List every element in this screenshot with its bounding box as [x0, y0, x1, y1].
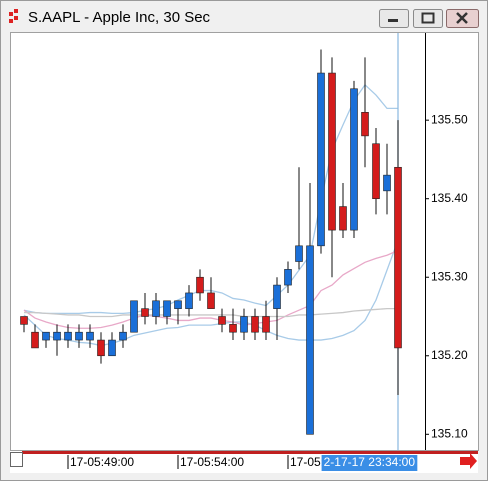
candle-body: [64, 331, 72, 341]
candle-body: [284, 269, 292, 286]
candle-body: [273, 284, 281, 309]
candle-body: [383, 174, 391, 192]
candle-body: [339, 206, 347, 231]
minimize-button[interactable]: [379, 9, 409, 28]
candle-body: [262, 316, 270, 333]
y-tick-label: 135.20: [431, 348, 468, 362]
candle-body: [152, 300, 160, 317]
candle-body: [20, 316, 28, 325]
maximize-button[interactable]: [413, 9, 443, 28]
scroll-right-arrow[interactable]: [460, 453, 477, 469]
chart-area: [10, 32, 479, 451]
crosshair-label: 2-17-17 23:34:00: [324, 455, 416, 469]
candle-body: [141, 308, 149, 317]
overlay-line: [23, 240, 399, 347]
window-title: S.AAPL - Apple Inc, 30 Sec: [28, 9, 211, 26]
candle-body: [251, 316, 259, 333]
candle-body: [328, 72, 336, 231]
candle-body: [185, 292, 193, 309]
candle-body: [130, 300, 138, 333]
overlay-line: [23, 249, 399, 329]
candle-body: [394, 166, 402, 349]
candle-body: [372, 143, 380, 200]
candle-body: [42, 331, 50, 341]
candle-body: [218, 316, 226, 325]
y-tick-label: 135.40: [431, 191, 468, 205]
close-button[interactable]: [446, 9, 479, 28]
candle-body: [174, 300, 182, 309]
candle-body: [119, 331, 127, 341]
candle-body: [53, 331, 61, 341]
candle-body: [240, 316, 248, 333]
candle-body: [196, 276, 204, 294]
candle-body: [317, 72, 325, 247]
x-tick-label: 17-05:54:00: [180, 455, 244, 469]
candle-body: [207, 292, 215, 309]
candle-body: [86, 331, 94, 341]
overlay-line: [24, 307, 398, 318]
crosshair-label-bg: [321, 455, 418, 471]
y-tick-label: 135.10: [431, 426, 468, 440]
x-tick-label: 17-05:49:00: [70, 455, 134, 469]
candle-body: [97, 339, 105, 357]
candle-body: [163, 300, 171, 317]
candle-body: [229, 324, 237, 333]
candle-body: [350, 88, 358, 231]
candle-body: [31, 331, 39, 349]
y-tick-label: 135.30: [431, 269, 468, 283]
y-tick-label: 135.50: [431, 112, 468, 126]
title-icon: [9, 9, 18, 23]
candle-body: [361, 112, 369, 137]
candle-body: [108, 339, 116, 357]
plot-layer: [20, 33, 402, 450]
candle-body: [306, 245, 314, 435]
scroll-box[interactable]: [10, 452, 23, 467]
candle-body: [75, 331, 83, 341]
candle-body: [295, 245, 303, 262]
